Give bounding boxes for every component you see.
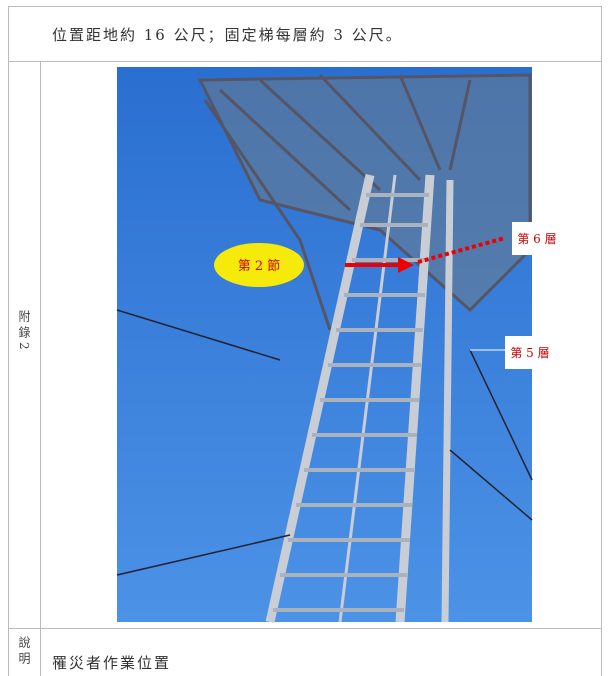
level6-label: 第 6 層 bbox=[517, 232, 556, 246]
cables bbox=[116, 309, 533, 576]
section-label: 第 2 節 bbox=[238, 259, 281, 274]
level5-box bbox=[505, 336, 555, 369]
arrow-head bbox=[398, 257, 414, 273]
level6-box bbox=[512, 222, 562, 255]
footer-label: 說明 bbox=[17, 636, 31, 668]
header-text: 位置距地約 16 公尺；固定梯每層約 3 公尺。 bbox=[52, 26, 403, 44]
rungs bbox=[273, 193, 429, 612]
footer-text: 罹災者作業位置 bbox=[52, 654, 172, 672]
section-ellipse bbox=[214, 243, 304, 287]
appendix-label: 附錄2 bbox=[17, 310, 31, 354]
dotted-line bbox=[417, 236, 506, 264]
level5-label: 第 5 層 bbox=[510, 346, 549, 360]
footer-cell bbox=[40, 628, 602, 676]
